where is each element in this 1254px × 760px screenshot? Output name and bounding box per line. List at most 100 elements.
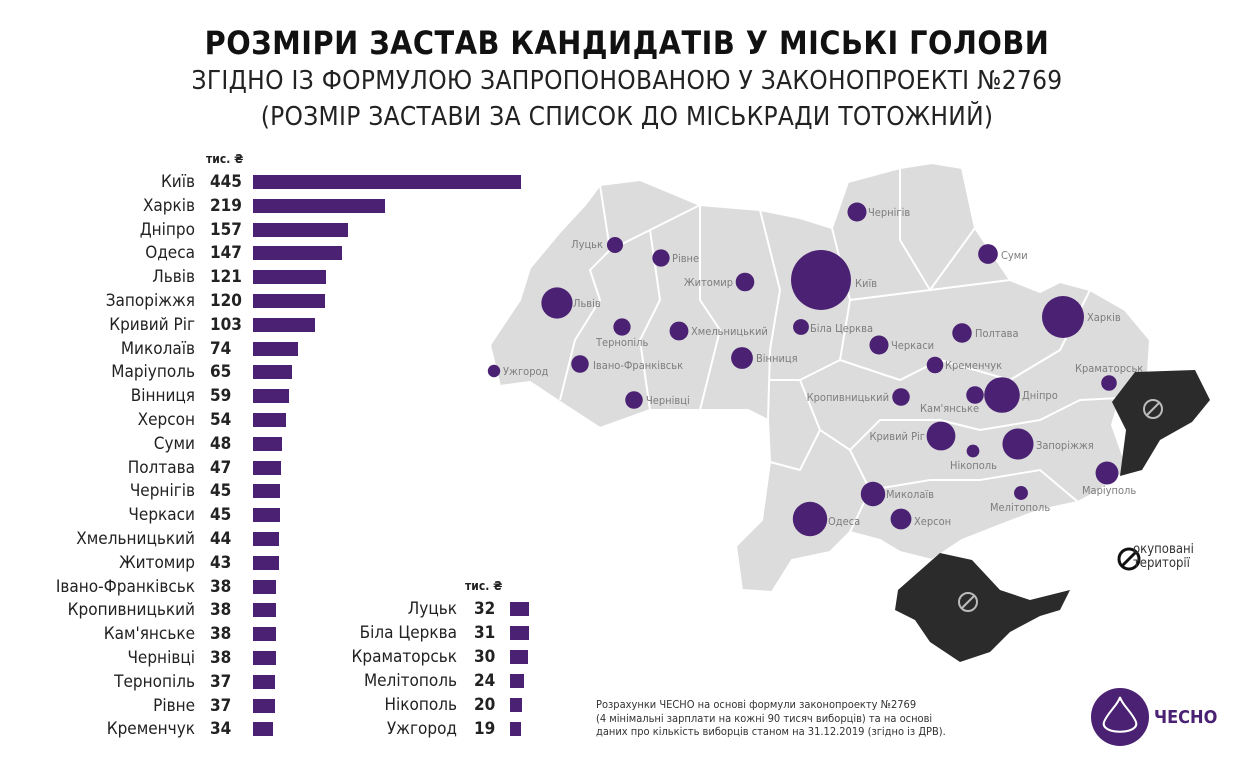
bar-category-label: Мелітополь bbox=[363, 671, 457, 691]
bar-value-label: 38 bbox=[210, 648, 232, 668]
city-map-label: Суми bbox=[1001, 249, 1028, 262]
bar bbox=[253, 722, 274, 737]
bar-value-label: 34 bbox=[210, 719, 232, 740]
bar bbox=[253, 294, 326, 308]
bar-value-label: 45 bbox=[210, 481, 232, 502]
bar-value-label: 103 bbox=[210, 314, 242, 335]
legend-line: окуповані bbox=[1133, 542, 1194, 557]
city-marker bbox=[1041, 295, 1085, 339]
occupied-donbas bbox=[1112, 370, 1210, 476]
bar-category-label: Кропивницький bbox=[67, 600, 195, 621]
city-marker bbox=[926, 356, 944, 374]
city-marker bbox=[613, 318, 631, 336]
bar bbox=[253, 484, 281, 499]
city-marker bbox=[625, 391, 643, 409]
bar-category-label: Суми bbox=[153, 433, 195, 454]
city-marker bbox=[792, 501, 828, 537]
bar-category-label: Херсон bbox=[137, 410, 195, 430]
city-map-label: Біла Церква bbox=[810, 322, 873, 335]
city-map-label: Тернопіль bbox=[595, 336, 648, 349]
bar-category-label: Дніпро bbox=[139, 219, 195, 240]
city-map-label: Дніпро bbox=[1022, 389, 1058, 402]
bar bbox=[510, 650, 529, 664]
city-map-label: Чернігів bbox=[868, 206, 910, 219]
city-map-label: Мелітополь bbox=[990, 501, 1050, 514]
bar-value-label: 74 bbox=[210, 338, 232, 359]
bar-category-label: Запоріжжя bbox=[105, 291, 195, 311]
bar-value-label: 65 bbox=[210, 362, 232, 383]
city-marker bbox=[791, 250, 851, 310]
bar-category-label: Кривий Ріг bbox=[109, 314, 195, 335]
unit-label-2: тис. ₴ bbox=[465, 579, 503, 593]
legend-line: території bbox=[1133, 556, 1190, 571]
bar-value-label: 43 bbox=[210, 552, 232, 573]
bar bbox=[253, 198, 385, 213]
bar-category-label: Нікополь bbox=[384, 695, 458, 715]
city-map-label: Житомир bbox=[684, 276, 733, 289]
bar bbox=[253, 627, 276, 642]
city-map-label: Черкаси bbox=[891, 339, 934, 352]
city-map-label: Кам'янське bbox=[920, 402, 979, 415]
city-map-label: Одеса bbox=[828, 515, 860, 528]
bar-category-label: Київ bbox=[160, 172, 195, 192]
bar bbox=[253, 222, 348, 237]
city-marker bbox=[966, 444, 980, 458]
bar bbox=[253, 555, 279, 570]
bar-value-label: 20 bbox=[474, 695, 496, 715]
bar-value-label: 147 bbox=[210, 243, 242, 264]
bar-value-label: 59 bbox=[210, 386, 232, 407]
city-marker bbox=[571, 355, 589, 373]
city-marker bbox=[978, 244, 998, 264]
bar-category-label: Рівне bbox=[153, 695, 195, 716]
bar bbox=[510, 602, 530, 616]
bar-category-label: Житомир bbox=[119, 552, 195, 573]
footnote: Розрахунки ЧЕСНО на основі формули закон… bbox=[596, 698, 946, 739]
city-marker bbox=[735, 272, 755, 292]
city-map-label: Полтава bbox=[975, 327, 1019, 340]
city-map-label: Київ bbox=[855, 277, 877, 290]
bar bbox=[253, 317, 316, 332]
bar-category-label: Харків bbox=[142, 195, 195, 216]
city-map-label: Ужгород bbox=[503, 365, 549, 378]
city-map-label: Львів bbox=[573, 297, 601, 310]
bar-value-label: 19 bbox=[474, 719, 496, 739]
city-map-label: Нікополь bbox=[950, 459, 997, 472]
bar-category-label: Одеса bbox=[145, 243, 195, 264]
bar-value-label: 37 bbox=[210, 695, 232, 716]
bar-value-label: 44 bbox=[210, 529, 232, 549]
occupied-icon bbox=[958, 399, 1163, 612]
bar-value-label: 47 bbox=[210, 457, 232, 478]
footnote-line: (4 мінімальні зарплати на кожні 90 тисяч… bbox=[596, 711, 933, 725]
bar-value-label: 121 bbox=[210, 267, 242, 288]
city-marker bbox=[984, 377, 1020, 413]
city-map-label: Івано-Франківськ bbox=[593, 359, 683, 372]
city-marker bbox=[869, 335, 889, 355]
bar-value-label: 30 bbox=[474, 647, 496, 667]
legend-occupied: окуповані території bbox=[1133, 543, 1194, 571]
bar bbox=[510, 626, 529, 640]
city-marker bbox=[1095, 461, 1119, 485]
subtitle: ЗГІДНО ІЗ ФОРМУЛОЮ ЗАПРОПОНОВАНОЮ У ЗАКО… bbox=[191, 66, 1063, 96]
city-marker bbox=[731, 347, 753, 369]
bar bbox=[253, 508, 281, 523]
bar-category-label: Хмельницький bbox=[76, 529, 195, 549]
bar-value-label: 157 bbox=[210, 219, 242, 240]
city-map-label: Харків bbox=[1087, 311, 1121, 324]
city-marker bbox=[860, 481, 886, 507]
city-map-label: Рівне bbox=[672, 252, 699, 265]
bar bbox=[253, 436, 282, 451]
city-map-label: Кривий Ріг bbox=[870, 430, 926, 443]
city-marker bbox=[652, 249, 670, 267]
city-marker bbox=[1014, 486, 1028, 500]
city-marker bbox=[1002, 428, 1034, 460]
bar bbox=[510, 722, 522, 736]
city-map-label: Запоріжжя bbox=[1036, 439, 1094, 452]
bar-category-label: Маріуполь bbox=[111, 362, 195, 383]
city-marker bbox=[890, 508, 912, 530]
brand-name: ЧЕСНО bbox=[1154, 707, 1218, 728]
bar bbox=[253, 698, 276, 713]
city-map-label: Маріуполь bbox=[1082, 484, 1136, 497]
bar-value-label: 120 bbox=[210, 291, 242, 311]
